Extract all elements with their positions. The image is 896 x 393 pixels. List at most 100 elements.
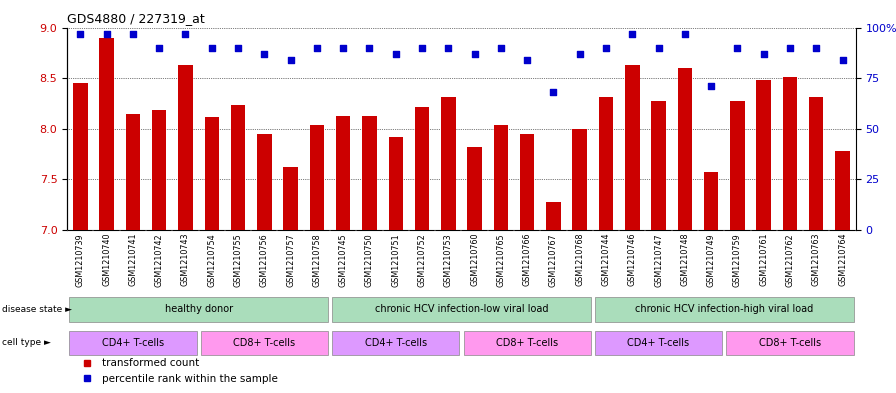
- Text: GSM1210745: GSM1210745: [339, 233, 348, 286]
- Point: [651, 44, 666, 51]
- Point: [178, 30, 193, 37]
- Bar: [204, 117, 219, 230]
- Point: [625, 30, 640, 37]
- Bar: [73, 83, 88, 230]
- Point: [704, 83, 719, 89]
- Text: GSM1210762: GSM1210762: [786, 233, 795, 286]
- Point: [573, 51, 587, 57]
- Bar: [125, 114, 140, 230]
- Bar: [730, 101, 745, 230]
- Point: [73, 30, 88, 37]
- Point: [468, 51, 482, 57]
- Point: [310, 44, 324, 51]
- Text: GSM1210755: GSM1210755: [234, 233, 243, 287]
- Bar: [99, 38, 114, 230]
- Bar: [201, 331, 328, 355]
- Text: CD8+ T-cells: CD8+ T-cells: [496, 338, 558, 348]
- Text: cell type ►: cell type ►: [2, 338, 51, 347]
- Text: GSM1210743: GSM1210743: [181, 233, 190, 286]
- Point: [231, 44, 246, 51]
- Point: [677, 30, 692, 37]
- Point: [283, 57, 297, 63]
- Bar: [595, 331, 722, 355]
- Point: [257, 51, 271, 57]
- Text: GSM1210754: GSM1210754: [207, 233, 216, 286]
- Point: [152, 44, 167, 51]
- Point: [783, 44, 797, 51]
- Legend: transformed count, percentile rank within the sample: transformed count, percentile rank withi…: [73, 354, 281, 388]
- Bar: [332, 297, 590, 322]
- Text: GSM1210756: GSM1210756: [260, 233, 269, 286]
- Bar: [441, 97, 455, 230]
- Text: GSM1210758: GSM1210758: [313, 233, 322, 286]
- Bar: [310, 125, 324, 230]
- Bar: [283, 167, 297, 230]
- Text: GSM1210767: GSM1210767: [549, 233, 558, 286]
- Point: [809, 44, 823, 51]
- Text: GSM1210764: GSM1210764: [838, 233, 847, 286]
- Text: GSM1210752: GSM1210752: [418, 233, 426, 287]
- Bar: [520, 134, 534, 230]
- Bar: [69, 297, 328, 322]
- Point: [389, 51, 403, 57]
- Text: CD4+ T-cells: CD4+ T-cells: [627, 338, 690, 348]
- Point: [362, 44, 376, 51]
- Text: GSM1210766: GSM1210766: [522, 233, 531, 286]
- Text: GSM1210759: GSM1210759: [733, 233, 742, 287]
- Point: [520, 57, 534, 63]
- Bar: [415, 107, 429, 230]
- Point: [494, 44, 508, 51]
- Text: CD8+ T-cells: CD8+ T-cells: [759, 338, 821, 348]
- Text: GSM1210751: GSM1210751: [392, 233, 401, 286]
- Point: [415, 44, 429, 51]
- Text: GSM1210739: GSM1210739: [76, 233, 85, 286]
- Text: GSM1210741: GSM1210741: [128, 233, 137, 286]
- Point: [204, 44, 219, 51]
- Bar: [178, 65, 193, 230]
- Text: GSM1210742: GSM1210742: [155, 233, 164, 286]
- Text: CD4+ T-cells: CD4+ T-cells: [365, 338, 426, 348]
- Text: GSM1210760: GSM1210760: [470, 233, 479, 286]
- Point: [125, 30, 140, 37]
- Text: CD4+ T-cells: CD4+ T-cells: [102, 338, 164, 348]
- Bar: [463, 331, 590, 355]
- Bar: [362, 116, 376, 230]
- Bar: [704, 172, 719, 230]
- Text: GSM1210750: GSM1210750: [365, 233, 374, 286]
- Bar: [336, 116, 350, 230]
- Point: [441, 44, 455, 51]
- Bar: [573, 129, 587, 230]
- Bar: [625, 65, 640, 230]
- Bar: [494, 125, 508, 230]
- Text: healthy donor: healthy donor: [165, 305, 233, 314]
- Bar: [231, 105, 246, 230]
- Bar: [651, 101, 666, 230]
- Bar: [595, 297, 854, 322]
- Bar: [756, 80, 771, 230]
- Text: GSM1210763: GSM1210763: [812, 233, 821, 286]
- Text: GSM1210757: GSM1210757: [286, 233, 295, 287]
- Text: GSM1210768: GSM1210768: [575, 233, 584, 286]
- Text: CD8+ T-cells: CD8+ T-cells: [233, 338, 296, 348]
- Bar: [783, 77, 797, 230]
- Bar: [547, 202, 561, 230]
- Text: GSM1210740: GSM1210740: [102, 233, 111, 286]
- Text: GSM1210746: GSM1210746: [628, 233, 637, 286]
- Text: disease state ►: disease state ►: [2, 305, 72, 314]
- Bar: [809, 97, 823, 230]
- Bar: [257, 134, 271, 230]
- Point: [835, 57, 849, 63]
- Text: GSM1210744: GSM1210744: [601, 233, 610, 286]
- Text: GSM1210747: GSM1210747: [654, 233, 663, 286]
- Bar: [332, 331, 460, 355]
- Bar: [389, 137, 403, 230]
- Point: [336, 44, 350, 51]
- Bar: [677, 68, 692, 230]
- Text: GSM1210748: GSM1210748: [680, 233, 689, 286]
- Point: [599, 44, 613, 51]
- Point: [756, 51, 771, 57]
- Bar: [69, 331, 196, 355]
- Bar: [727, 331, 854, 355]
- Text: GSM1210761: GSM1210761: [759, 233, 768, 286]
- Bar: [152, 110, 167, 230]
